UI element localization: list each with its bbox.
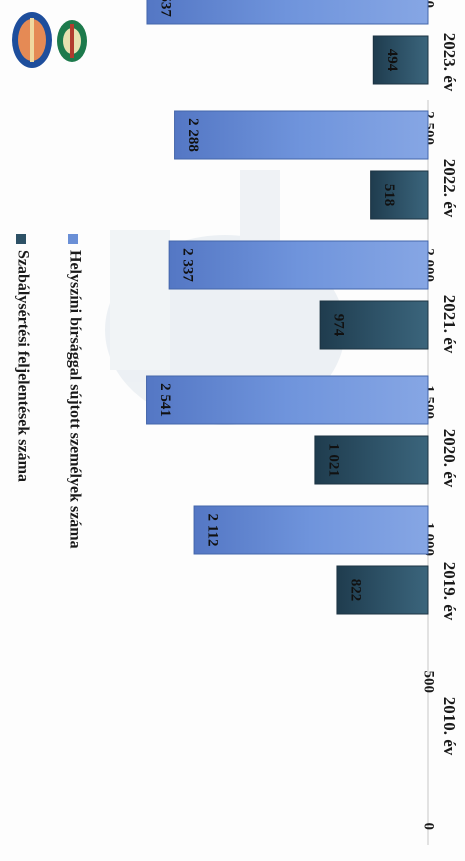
- data-label: 494: [384, 49, 400, 72]
- data-label: 2 541: [157, 383, 173, 417]
- data-label: 2 288: [185, 118, 201, 152]
- bar-szabalysertesi: [314, 435, 429, 485]
- bar-helyszini: [168, 240, 429, 290]
- police-emblem-logo: [12, 12, 87, 68]
- category-label: 2022. év: [440, 159, 459, 218]
- category-label: 2023. év: [440, 33, 459, 92]
- category-label: 2019. év: [440, 562, 459, 621]
- bar-helyszini: [193, 505, 429, 555]
- data-label: 2 537: [158, 0, 174, 17]
- category-label: 2010. év: [440, 697, 459, 756]
- bar-szabalysertesi: [370, 170, 429, 220]
- data-label: 2 337: [180, 248, 196, 282]
- category-label: 2020. év: [440, 429, 459, 488]
- legend-label: Helyszíni bírsággal sújtott személyek sz…: [66, 250, 83, 549]
- value-tick-label: 500: [421, 671, 437, 694]
- bar-szabalysertesi: [336, 565, 429, 615]
- legend-swatch: [16, 234, 26, 244]
- legend-label: Szabálysértési feljelentések száma: [14, 250, 31, 482]
- data-label: 518: [381, 184, 397, 207]
- category-label: 2021. év: [440, 295, 459, 354]
- bar-szabalysertesi: [372, 35, 429, 85]
- bar-helyszini: [174, 110, 429, 160]
- data-label: 1 021: [325, 443, 341, 477]
- data-label: 2 112: [205, 514, 221, 547]
- data-label: 974: [331, 314, 347, 337]
- bar-szabalysertesi: [319, 300, 429, 350]
- data-label: 822: [348, 579, 364, 602]
- bar-helyszini: [146, 0, 429, 25]
- value-tick-label: 0: [421, 823, 437, 831]
- legend-swatch: [68, 234, 78, 244]
- bar-helyszini: [146, 375, 429, 425]
- value-tick-label: 3 000: [421, 0, 437, 8]
